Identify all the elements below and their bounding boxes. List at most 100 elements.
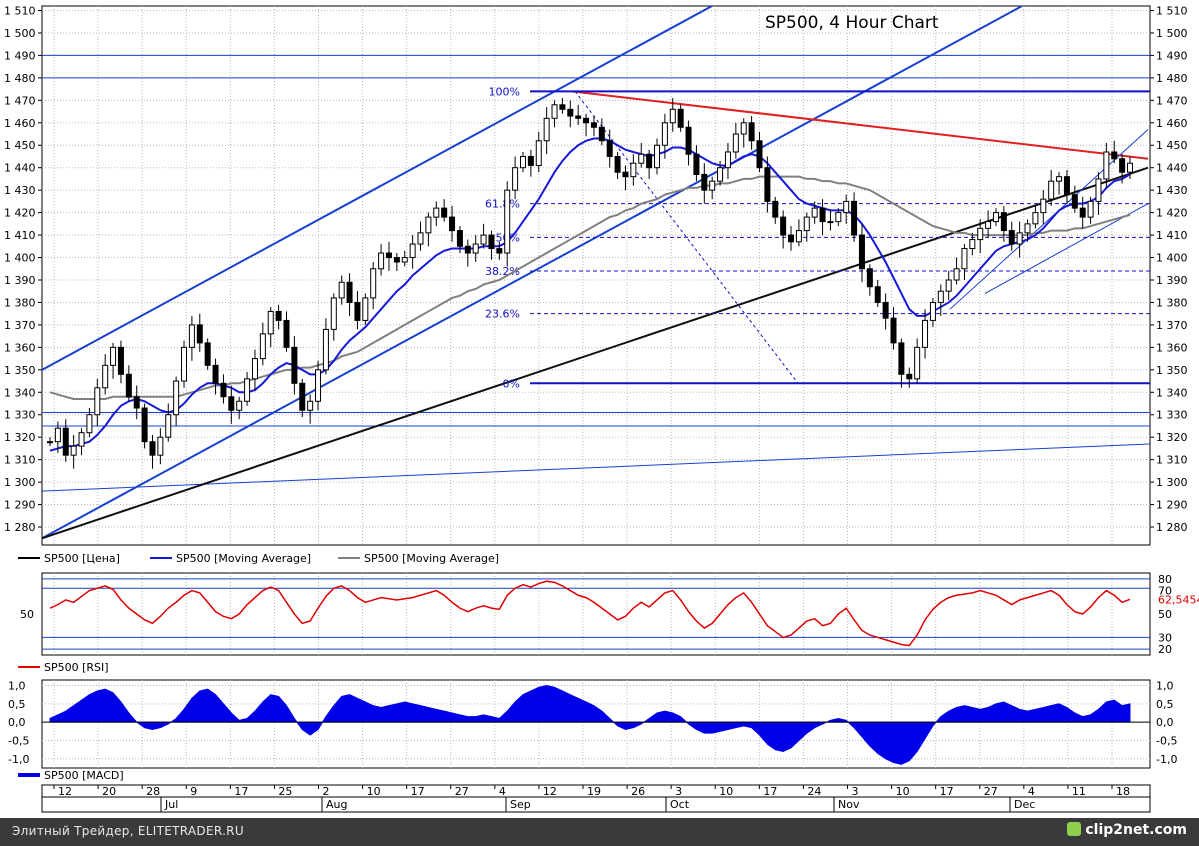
day-label: 11 [1072,785,1086,798]
candle-body [1103,151,1110,180]
day-label: 9 [190,785,197,798]
price-y-tick-right: 1 310 [1156,454,1188,467]
candle-body [819,207,826,223]
candle-body [512,167,519,191]
macd-y-tick-right: -1,0 [1156,753,1177,766]
price-y-tick-left: 1 280 [4,521,36,534]
macd-y-tick-left: 0,0 [8,716,26,729]
candle-body [385,252,392,259]
candle-body [433,207,440,218]
price-legend: SP500 [Цена] SP500 [Moving Average] SP500 … [18,552,499,565]
clip2net-logo-text: clip2net.com [1085,822,1187,838]
price-y-tick-right: 1 490 [1156,49,1188,62]
rsi-legend-label: SP500 [RSI] [44,661,109,674]
candle-body [527,155,534,166]
candle-body [630,162,637,178]
day-label: 3 [852,785,859,798]
candle-body [780,216,787,236]
price-y-tick-left: 1 460 [4,117,36,130]
day-label: 28 [146,785,160,798]
price-y-tick-right: 1 480 [1156,72,1188,85]
candle-body [732,133,739,153]
candle-body [370,268,377,299]
resistance-line [571,90,1149,160]
candle-body [393,257,400,263]
lower-channel-line [41,5,1023,540]
candle-body [945,279,952,292]
candle-body [228,396,235,411]
month-label: Jul [164,798,178,811]
candle-body [86,414,93,434]
price-y-tick-left: 1 470 [4,94,36,107]
day-label: 18 [1116,785,1130,798]
candle-body [898,342,905,375]
price-y-tick-left: 1 330 [4,409,36,422]
fib-level-label: 38.2% [485,265,520,278]
footer-bar: Элитный Трейдер, ELITETRADER.RU clip2net… [0,818,1199,846]
candle-body [764,167,771,202]
candle-body [441,207,448,218]
candle-body [748,122,755,142]
legend-item: SP500 [Цена] [44,552,120,565]
candle-body [614,155,621,173]
price-y-tick-right: 1 420 [1156,207,1188,220]
candle-body [709,180,716,191]
candle-body [204,342,211,366]
candle-body [251,358,258,380]
candle-body [259,333,266,360]
candle-body [244,378,251,402]
candle-body [685,126,692,155]
candle-body [606,140,613,157]
candle-body [914,346,921,380]
candle-body [496,248,503,254]
candle-body [102,364,109,389]
candle-body [811,207,818,218]
candle-body [772,200,779,218]
candle-body [851,200,858,236]
candle-body [275,310,282,321]
price-y-tick-left: 1 350 [4,364,36,377]
price-y-tick-right: 1 390 [1156,274,1188,287]
candle-body [519,155,526,169]
candle-body [188,324,195,348]
candle-body [953,268,960,281]
candle-body [472,243,479,254]
clip2net-logo[interactable]: clip2net.com [1067,822,1187,838]
candle-body [906,373,913,380]
price-y-tick-right: 1 460 [1156,117,1188,130]
price-y-tick-right: 1 360 [1156,341,1188,354]
candle-body [866,268,873,288]
support-line [41,443,1151,492]
price-y-tick-left: 1 480 [4,72,36,85]
price-y-tick-right: 1 290 [1156,499,1188,512]
candle-body [669,108,676,124]
macd-y-tick-left: 1,0 [8,680,26,693]
day-label: 10 [896,785,910,798]
month-label: Sep [510,798,531,811]
slow-moving-average-line [49,175,1131,401]
day-label: 20 [102,785,116,798]
fib-level-label: 23.6% [485,308,520,321]
price-y-tick-left: 1 310 [4,454,36,467]
chart-title: SP500, 4 Hour Chart [765,13,939,33]
candle-body [559,104,566,110]
candle-body [1079,207,1086,218]
candle-body [937,290,944,303]
candle-body [307,400,314,411]
candle-body [622,171,629,178]
price-y-tick-left: 1 370 [4,319,36,332]
candle-body [378,252,385,270]
day-label: 10 [719,785,733,798]
price-y-tick-left: 1 420 [4,207,36,220]
price-y-tick-left: 1 290 [4,499,36,512]
candle-body [882,301,889,319]
panel-frame-1 [41,5,1151,546]
candle-body [1127,162,1133,173]
price-y-tick-right: 1 410 [1156,229,1188,242]
candle-body [488,234,495,250]
candle-body [54,427,61,443]
footer-source-text: Элитный Трейдер, ELITETRADER.RU [12,824,244,838]
day-label: 17 [411,785,425,798]
day-label: 12 [543,785,557,798]
